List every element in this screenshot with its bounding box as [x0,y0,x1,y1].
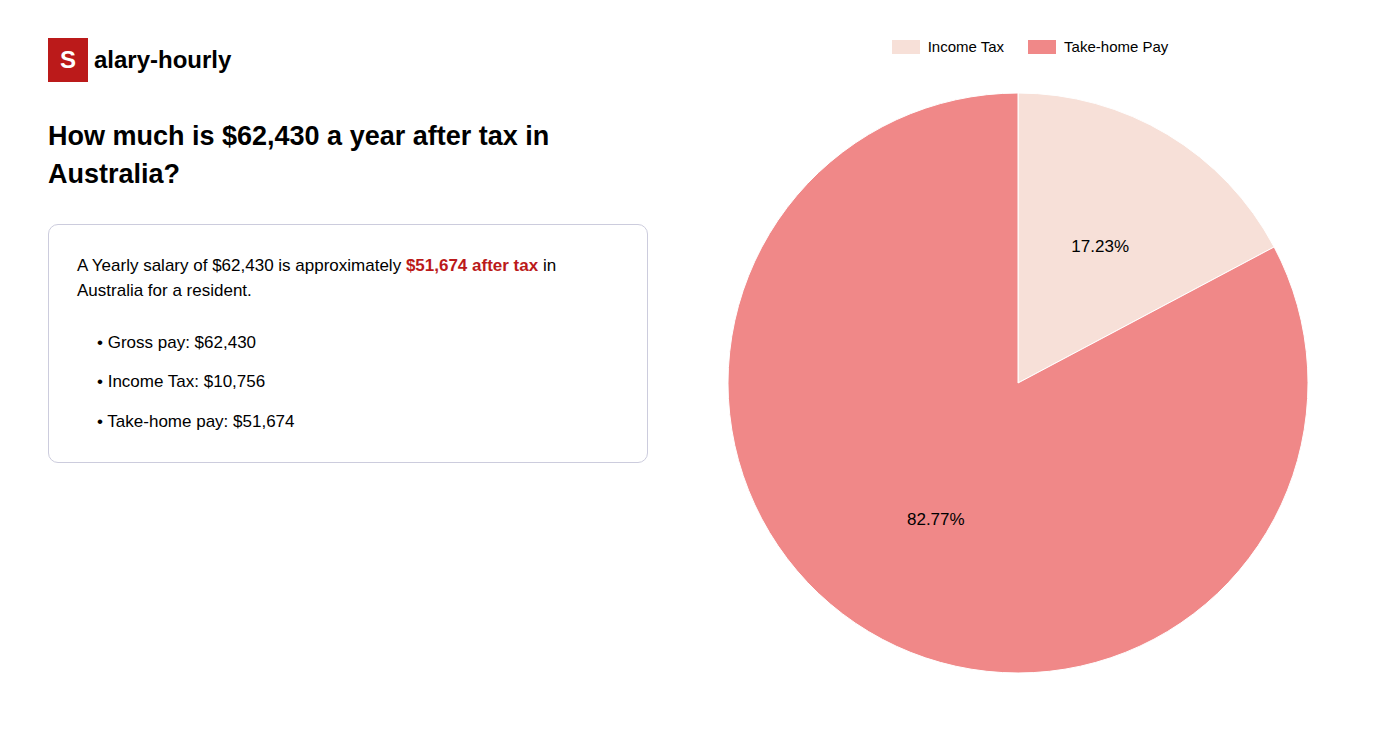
svg-text:82.77%: 82.77% [907,510,965,529]
html-text:• Gross pay: $62,430: • Gross pay: $62,430 [97,332,256,352]
html-text:• Take-home pay: $51,674: • Take-home pay: $51,674 [97,411,295,431]
html-text:Income Tax: Income Tax [927,38,1005,55]
html-text:• Income Tax: $10,756: • Income Tax: $10,756 [97,372,266,392]
html-text:A Yearly salary of $62,430 is: A Yearly salary of $62,430 is approximat… [77,255,557,275]
html-text:Australia for a resident.: Australia for a resident. [77,281,252,301]
html-text:S: S [60,46,76,73]
html-text:How much is $62,430 a year aft: How much is $62,430 a year after tax in [48,121,550,151]
html-text:alary-hourly: alary-hourly [94,46,232,73]
html-text:Take-home Pay: Take-home Pay [1064,38,1169,55]
html-text:Australia?: Australia? [48,158,180,189]
svg-text:17.23%: 17.23% [1071,237,1129,256]
